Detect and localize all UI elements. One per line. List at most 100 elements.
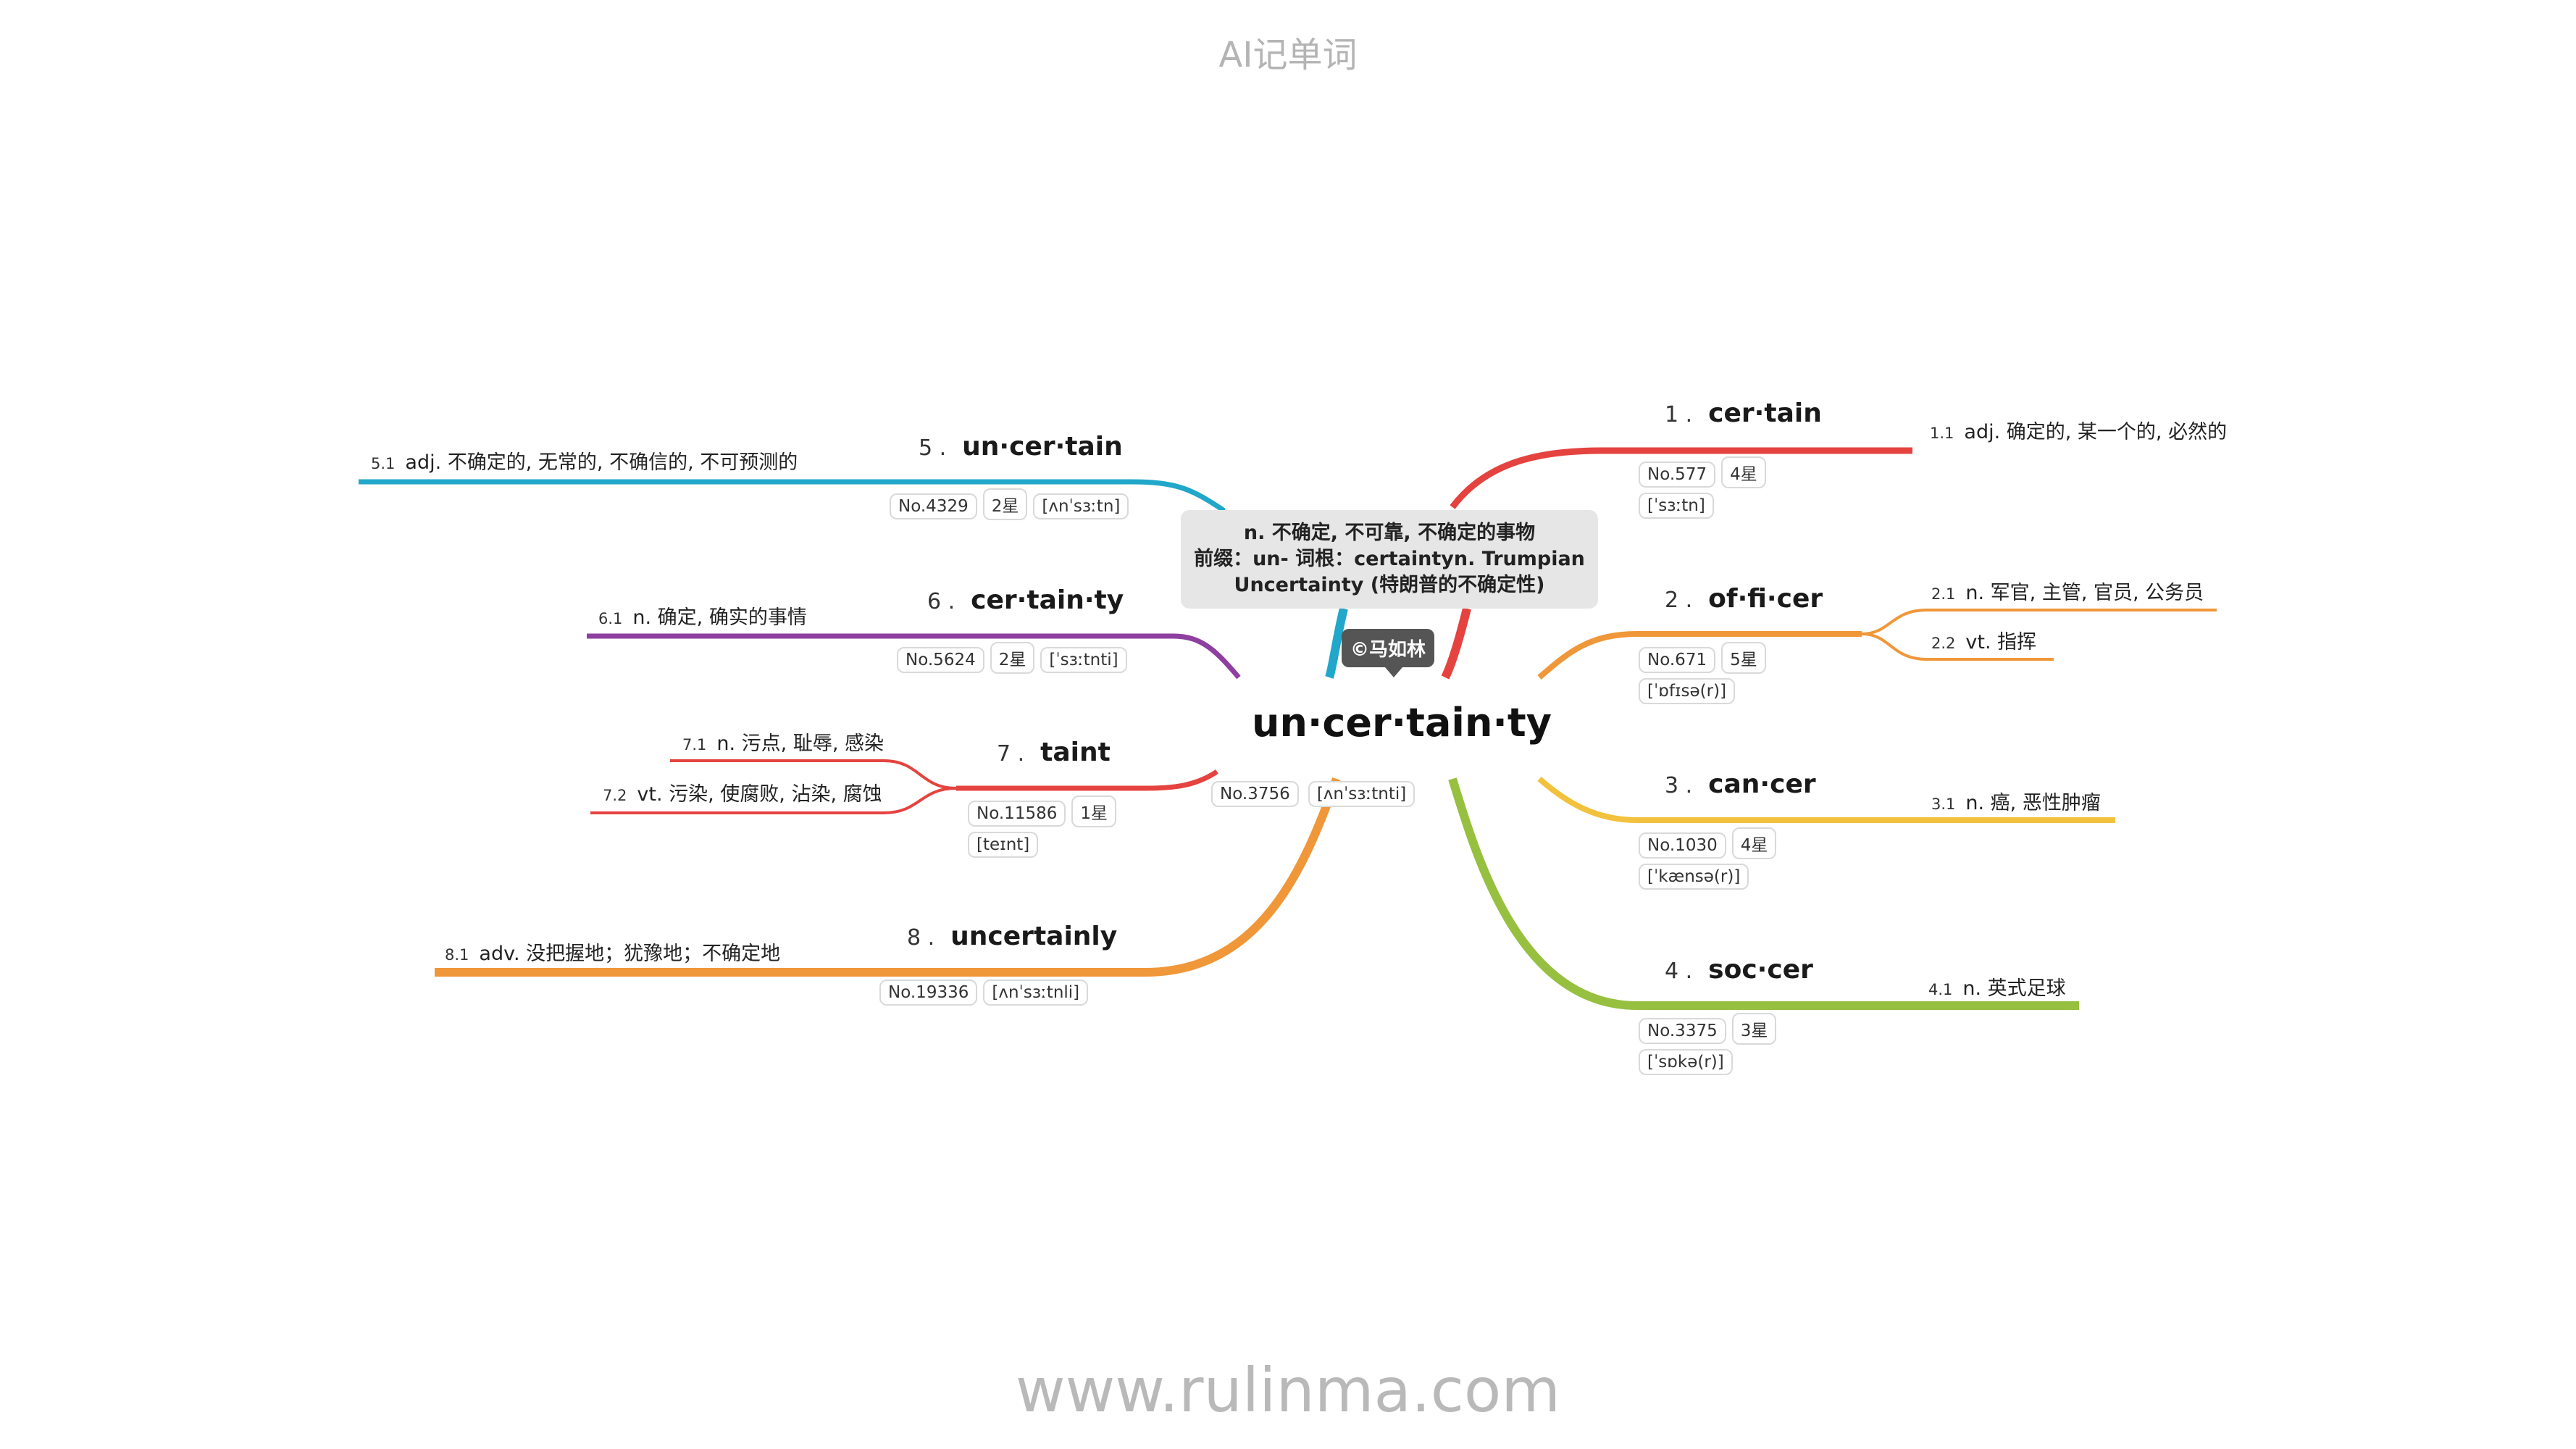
meaning-2-1-text: n. 军官, 主管, 官员, 公务员 (1965, 582, 2204, 604)
root-note: n. 不确定, 不可靠, 不确定的事物 前缀：un- 词根：certaintyn… (1181, 510, 1598, 609)
branch-7-phonetic-badge: [teɪnt] (968, 832, 1039, 858)
branch-4-num: 4 . (1665, 959, 1693, 984)
root-phonetic-badge: [ʌnˈsɜːtnti] (1308, 781, 1415, 807)
branch-6-star-badge: 2星 (990, 642, 1035, 674)
branch-5-badges: No.4329 2星 [ʌnˈsɜːtn] (890, 488, 1134, 520)
watermark-label: ©马如林 (1342, 629, 1435, 667)
branch-7-meaning-2: 7.2 vt. 污染, 使腐败, 沾染, 腐蚀 (603, 778, 882, 806)
meaning-5-1-text: adj. 不确定的, 无常的, 不确信的, 不可预测的 (405, 451, 798, 474)
root-no-badge: No.3756 (1211, 781, 1299, 807)
branch-3-word[interactable]: 3 . can·cer (1665, 769, 1816, 799)
branch-2-star-badge: 5星 (1721, 642, 1766, 674)
branch-7-num: 7 . (997, 741, 1025, 767)
meaning-6-1-index: 6.1 (598, 610, 623, 627)
branch-2-text: of·fi·cer (1708, 584, 1823, 614)
branch-6-no-badge: No.5624 (897, 647, 984, 673)
branch-1-star-badge: 4星 (1721, 456, 1766, 488)
branch-3-star-badge: 4星 (1731, 827, 1777, 859)
branch-4-badges: No.3375 3星 [ˈsɒkə(r)] (1639, 1013, 1856, 1075)
branch-5-no-badge: No.4329 (890, 493, 977, 519)
branch-4-meaning-1: 4.1 n. 英式足球 (1928, 972, 2066, 1001)
branch-8-badges: No.19336 [ʌnˈsɜːtnli] (879, 980, 1094, 1006)
branch-1-meaning-1: 1.1 adj. 确定的, 某一个的, 必然的 (1930, 416, 2227, 444)
branch-1-no-badge: No.577 (1639, 462, 1716, 488)
meaning-5-1-index: 5.1 (371, 455, 396, 472)
meaning-6-1-text: n. 确定, 确实的事情 (632, 606, 807, 629)
branch-6-phonetic-badge: [ˈsɜːtnti] (1040, 647, 1127, 673)
branch-1-phonetic-badge: [ˈsɜːtn] (1639, 493, 1714, 519)
link-2-1 (1861, 609, 2217, 635)
link-3 (1537, 776, 2115, 823)
branch-7-text: taint (1040, 738, 1111, 767)
root-badges: No.3756 [ʌnˈsɜːtnti] (1211, 781, 1421, 807)
root-note-line-1: n. 不确定, 不可靠, 不确定的事物 (1243, 522, 1536, 544)
branch-1-word[interactable]: 1 . cer·tain (1665, 398, 1822, 428)
branch-5-star-badge: 2星 (982, 488, 1028, 520)
branch-4-no-badge: No.3375 (1639, 1018, 1726, 1044)
branch-3-no-badge: No.1030 (1639, 832, 1726, 859)
branch-5-num: 5 . (919, 435, 947, 461)
meaning-1-1-text: adj. 确定的, 某一个的, 必然的 (1964, 421, 2228, 443)
branch-1-num: 1 . (1665, 402, 1693, 427)
branch-3-text: can·cer (1708, 769, 1816, 799)
link-2-2 (1861, 632, 2054, 661)
link-6 (587, 633, 1241, 680)
branch-2-num: 2 . (1665, 588, 1693, 613)
root-note-line-3: Uncertainty (特朗普的不确定性) (1234, 574, 1545, 596)
branch-6-word[interactable]: 6 . cer·tain·ty (927, 585, 1124, 615)
link-2 (1537, 631, 1862, 680)
meaning-4-1-text: n. 英式足球 (1962, 977, 2066, 1000)
link-center-right (1441, 607, 1471, 680)
branch-5-text: un·cer·tain (962, 432, 1123, 462)
branch-2-word[interactable]: 2 . of·fi·cer (1665, 584, 1823, 614)
branch-7-word[interactable]: 7 . taint (997, 738, 1111, 767)
link-center-left (1325, 607, 1348, 679)
link-7 (956, 769, 1218, 791)
meaning-8-1-text: adv. 没把握地；犹豫地；不确定地 (479, 943, 781, 965)
branch-7-no-badge: No.11586 (968, 801, 1066, 827)
branch-3-meaning-1: 3.1 n. 癌, 恶性肿瘤 (1931, 787, 2101, 815)
branch-2-badges: No.671 5星 [ˈɒfɪsə(r)] (1639, 642, 1856, 704)
branch-6-num: 6 . (927, 589, 955, 614)
link-4 (1448, 777, 2079, 1010)
branch-8-meaning-1: 8.1 adv. 没把握地；犹豫地；不确定地 (445, 938, 780, 966)
branch-8-phonetic-badge: [ʌnˈsɜːtnli] (983, 980, 1089, 1006)
branch-5-phonetic-badge: [ʌnˈsɜːtn] (1033, 493, 1129, 519)
page-header: AI记单词 (1218, 35, 1358, 75)
meaning-8-1-index: 8.1 (445, 946, 469, 964)
branch-7-star-badge: 1星 (1071, 796, 1116, 827)
branch-7-meaning-1: 7.1 n. 污点, 耻辱, 感染 (682, 727, 884, 756)
branch-3-num: 3 . (1665, 773, 1693, 798)
meaning-3-1-index: 3.1 (1931, 796, 1956, 813)
meaning-2-2-index: 2.2 (1931, 635, 1956, 652)
root-word[interactable]: un·cer·tain·ty (1252, 700, 1552, 746)
link-1 (1450, 447, 1912, 509)
link-7-2 (590, 787, 957, 814)
meaning-1-1-index: 1.1 (1930, 425, 1954, 442)
branch-8-word[interactable]: 8 . uncertainly (907, 922, 1117, 951)
meaning-7-2-index: 7.2 (603, 787, 627, 804)
branch-8-no-badge: No.19336 (879, 980, 978, 1006)
branch-2-phonetic-badge: [ˈɒfɪsə(r)] (1639, 678, 1736, 704)
branch-4-phonetic-badge: [ˈsɒkə(r)] (1639, 1049, 1733, 1075)
branch-5-meaning-1: 5.1 adj. 不确定的, 无常的, 不确信的, 不可预测的 (371, 446, 798, 475)
link-7-1 (670, 759, 957, 790)
branch-3-badges: No.1030 4星 [ˈkænsə(r)] (1639, 827, 1856, 890)
meaning-2-2-text: vt. 指挥 (1965, 631, 2037, 653)
branch-1-badges: No.577 4星 [ˈsɜːtn] (1639, 456, 1856, 519)
site-url-footer[interactable]: www.rulinma.com (1015, 1355, 1561, 1426)
meaning-4-1-index: 4.1 (1928, 981, 1953, 998)
branch-6-text: cer·tain·ty (971, 585, 1124, 615)
branch-7-badges: No.11586 1星 [teɪnt] (968, 796, 1185, 858)
meaning-3-1-text: n. 癌, 恶性肿瘤 (1965, 792, 2101, 814)
branch-5-word[interactable]: 5 . un·cer·tain (919, 432, 1123, 462)
branch-8-text: uncertainly (950, 922, 1118, 951)
meaning-2-1-index: 2.1 (1931, 585, 1956, 603)
branch-8-num: 8 . (907, 925, 935, 951)
branch-4-word[interactable]: 4 . soc·cer (1665, 955, 1813, 985)
branch-2-meaning-1: 2.1 n. 军官, 主管, 官员, 公务员 (1931, 577, 2204, 605)
branch-6-badges: No.5624 2星 [ˈsɜːtnti] (897, 642, 1133, 674)
branch-4-text: soc·cer (1708, 955, 1813, 985)
meaning-7-1-index: 7.1 (682, 736, 707, 753)
branch-3-phonetic-badge: [ˈkænsə(r)] (1639, 864, 1749, 890)
